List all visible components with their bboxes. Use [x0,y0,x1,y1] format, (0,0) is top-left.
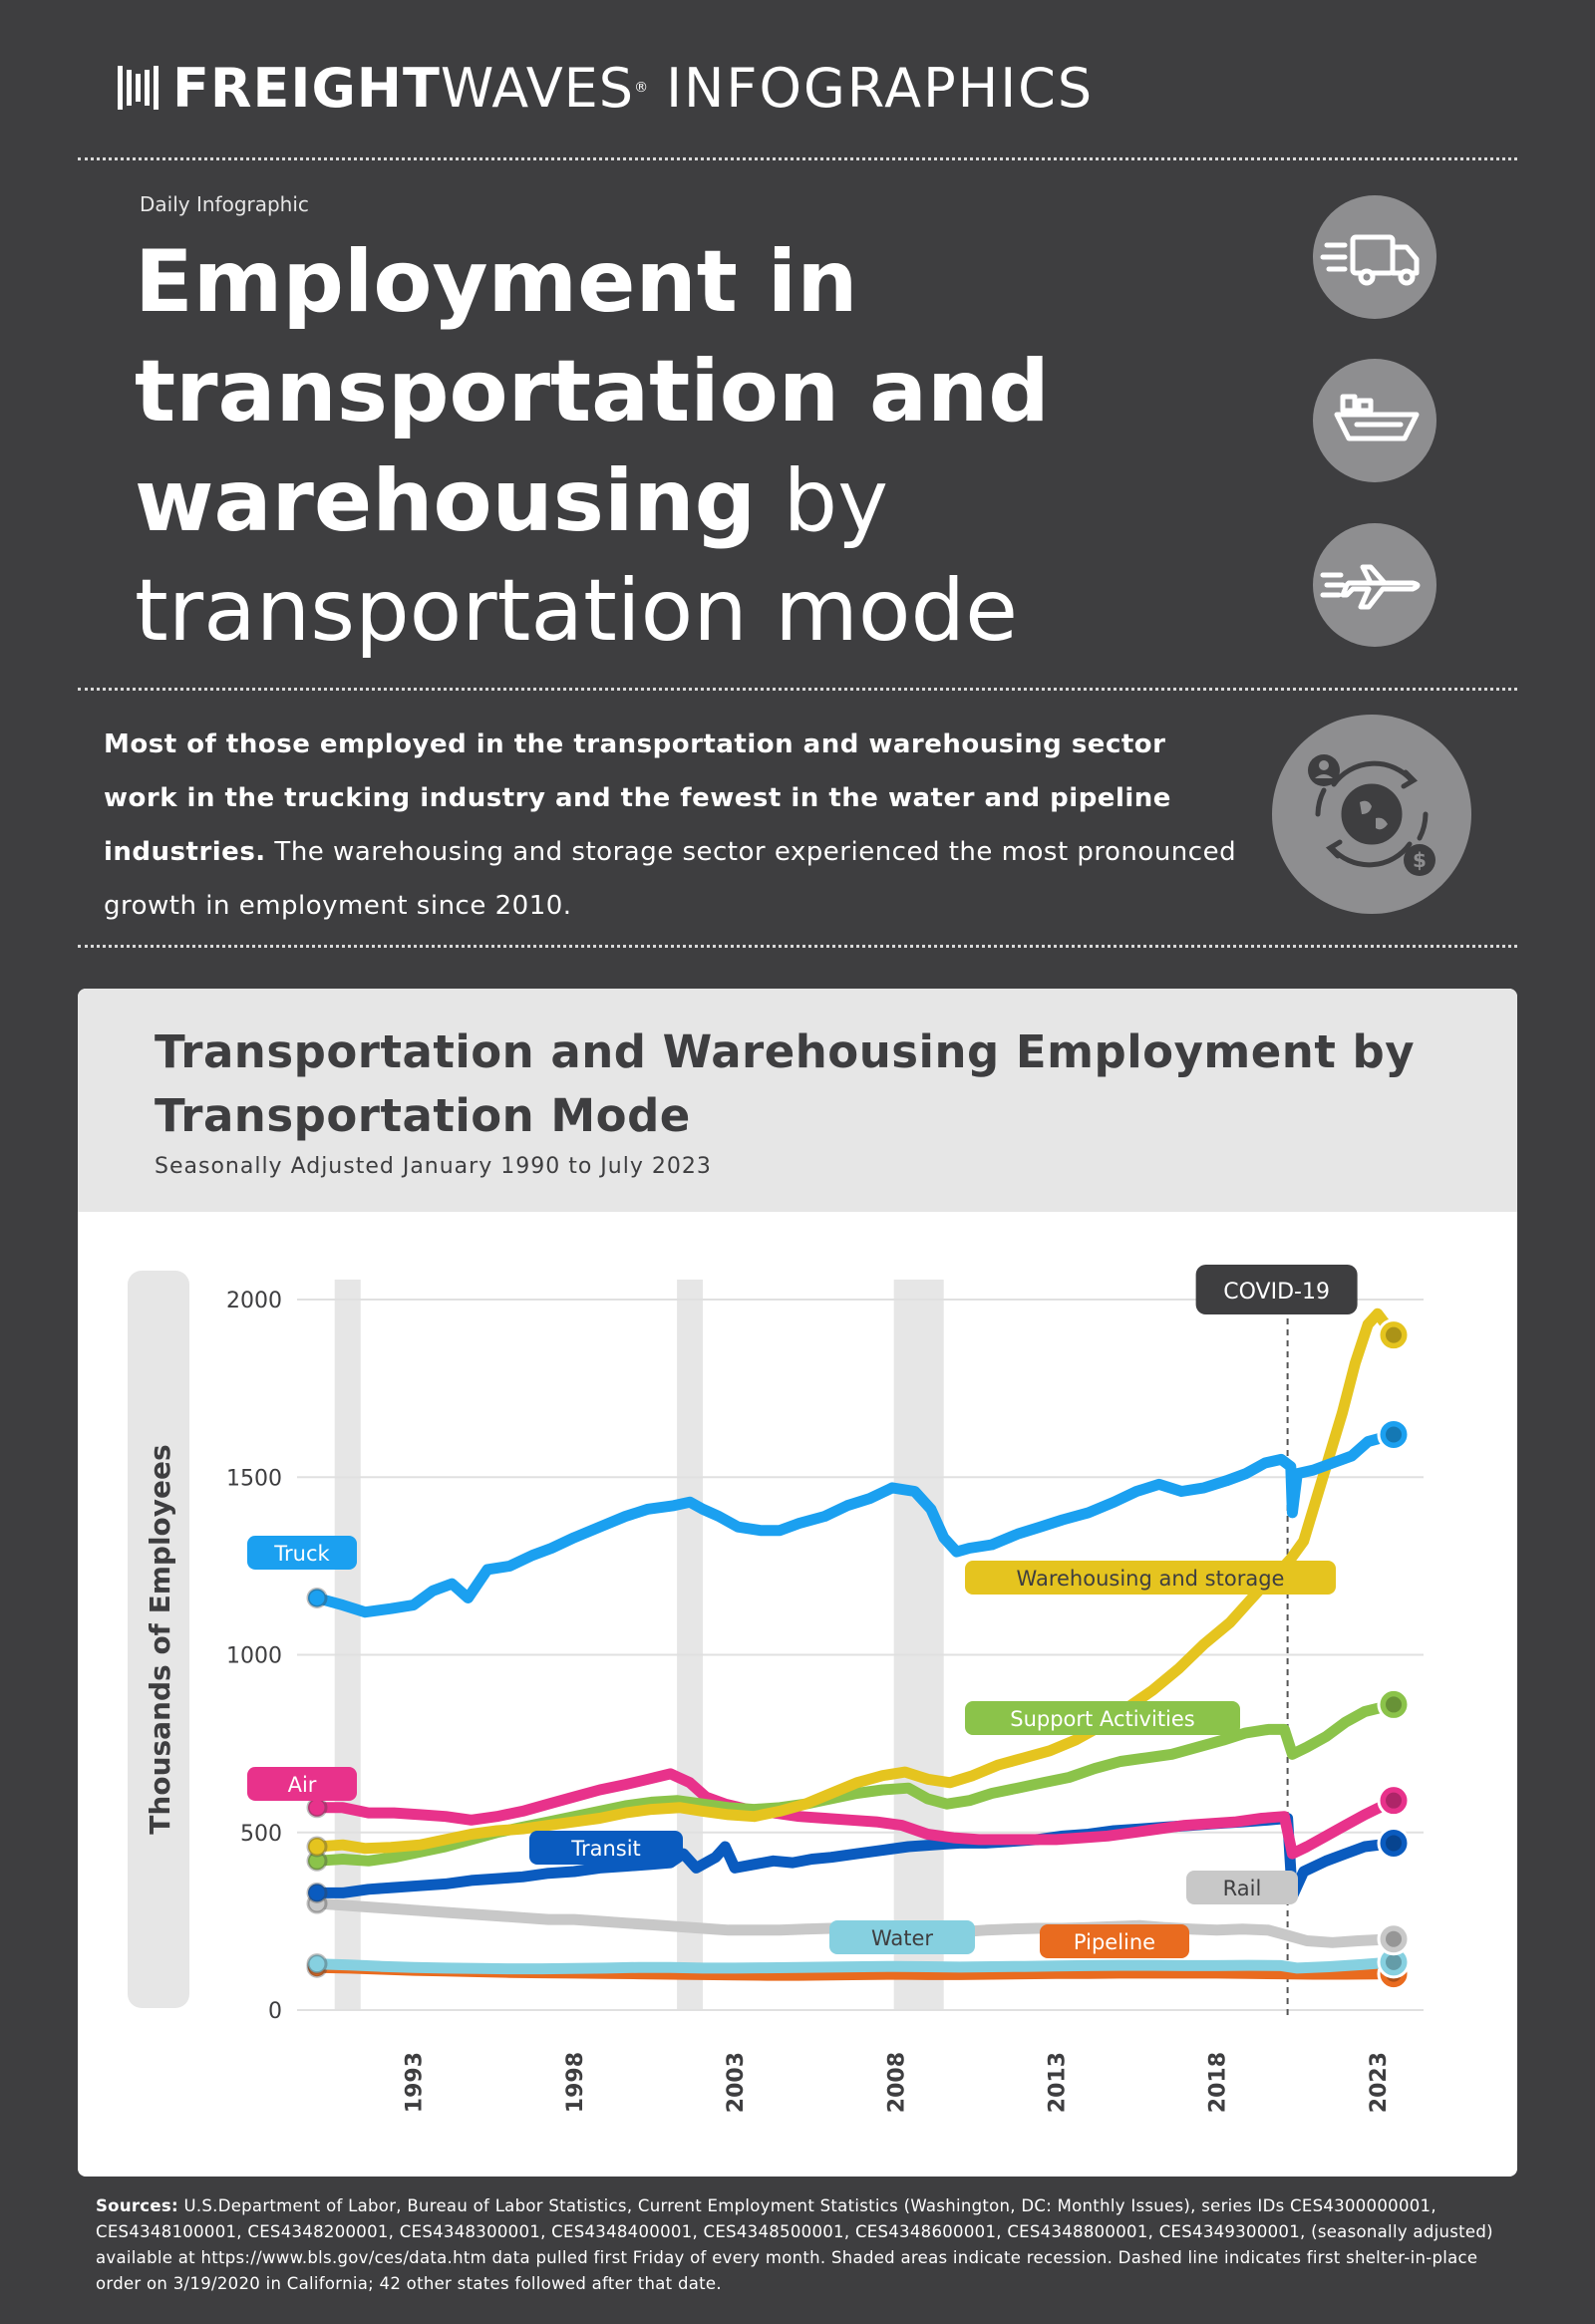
series-end-point [1377,1417,1411,1451]
title-line-3-light: by [756,451,889,551]
series-start-point [306,1836,328,1858]
y-axis-label: Thousands of Employees [144,1444,176,1834]
series-end-point-core [1386,1696,1402,1713]
x-tick-label: 2013 [1045,2052,1070,2113]
series-label: Water [871,1926,933,1950]
ship-icon [1313,359,1436,482]
brand-registered-mark: ® [634,80,649,96]
series-end-point-core [1386,1953,1402,1970]
x-tick-label: 2018 [1206,2052,1231,2113]
series-start-point [306,1587,328,1608]
svg-text:$: $ [1413,848,1427,872]
series-line-air [311,1768,1400,1860]
kicker: Daily Infographic [140,192,309,216]
recession-band [677,1280,704,2010]
brand-section: INFOGRAPHICS [666,56,1095,120]
brand-logo: FREIGHT WAVES ® INFOGRAPHICS [118,56,1095,120]
line-chart: Thousands of Employees 0 500 1000 1500 2000 19… [128,1265,1424,2113]
series-line-truck [311,1429,1400,1618]
divider [78,157,1517,160]
series-line-warehousing-and-storage [311,1307,1400,1855]
y-tick-label: 500 [240,1822,282,1847]
series-line-water [311,1956,1400,1975]
y-tick-label: 1500 [226,1466,282,1491]
chart-card: Transportation and Warehousing Employmen… [78,989,1517,2177]
freightwaves-logo-icon [118,66,159,110]
y-tick-label: 1000 [226,1644,282,1669]
y-tick-label: 0 [268,1999,282,2024]
series-label: Rail [1223,1877,1262,1900]
x-tick-label: 1998 [563,2052,588,2113]
series-end-point [1377,1784,1411,1818]
series-label-background [247,1536,357,1570]
x-tick-label: 2003 [724,2052,749,2113]
series-end-point [1377,1318,1411,1352]
series-label-background [247,1767,357,1801]
series-label-background [1186,1871,1298,1904]
globe-exchange-icon: $ [1272,715,1471,914]
series-end-point [1377,1687,1411,1721]
series-end-point-core [1386,1792,1402,1809]
series-label-background [829,1920,975,1954]
intro-bold: Most of those employed in the transporta… [104,729,1171,867]
y-tick-label: 2000 [226,1289,282,1313]
series-end-point [1377,1922,1411,1956]
series-label-background [965,1561,1336,1595]
series-label: Transit [570,1837,641,1861]
title-line-2: transportation and [135,342,1050,441]
sources-text: U.S.Department of Labor, Bureau of Labor… [96,2196,1493,2293]
page-title: Employment in transportation and warehou… [135,227,1291,666]
chart-subtitle: Seasonally Adjusted January 1990 to July… [155,1154,712,1179]
series-label: Pipeline [1074,1930,1155,1954]
series-end-point-core [1386,1326,1402,1343]
title-line-3-bold: warehousing [135,451,757,551]
series-end-point-core [1386,1426,1402,1443]
divider [78,945,1517,948]
series-label-background [1040,1924,1189,1958]
divider [78,688,1517,691]
sources-label: Sources: [96,2196,178,2215]
series-end-point-core [1386,1835,1402,1852]
brand-name-bold: FREIGHT [172,56,441,120]
title-line-1: Employment in [135,232,858,332]
covid-label: COVID-19 [1223,1280,1330,1305]
x-tick-label: 2008 [884,2052,909,2113]
series-label: Warehousing and storage [1017,1567,1285,1591]
series-end-point [1377,1826,1411,1860]
sources-note: Sources: U.S.Department of Labor, Bureau… [96,2193,1511,2297]
chart-title: Transportation and Warehousing Employmen… [155,1025,1416,1142]
series-label-background [965,1701,1240,1735]
series-start-point [306,1797,328,1819]
x-tick-label: 1993 [403,2052,428,2113]
chart-header: Transportation and Warehousing Employmen… [78,989,1517,1212]
y-axis-label-background [128,1271,189,2008]
truck-icon [1313,195,1436,319]
series-start-point [306,1953,328,1975]
recession-band [893,1280,944,2010]
series-label: Air [288,1773,317,1797]
x-tick-label: 2023 [1367,2052,1392,2113]
series-label: Truck [273,1542,330,1566]
intro-text: The warehousing and storage sector exper… [104,837,1237,921]
series-end-point-core [1386,1930,1402,1947]
series-start-point [306,1882,328,1903]
series-label-background [529,1831,683,1865]
title-line-4: transportation mode [135,561,1019,661]
covid-label-background [1195,1265,1358,1314]
intro-paragraph: Most of those employed in the transporta… [104,718,1240,933]
brand-name-light: WAVES [440,56,635,120]
plane-icon [1313,523,1436,647]
series-label: Support Activities [1010,1707,1195,1731]
